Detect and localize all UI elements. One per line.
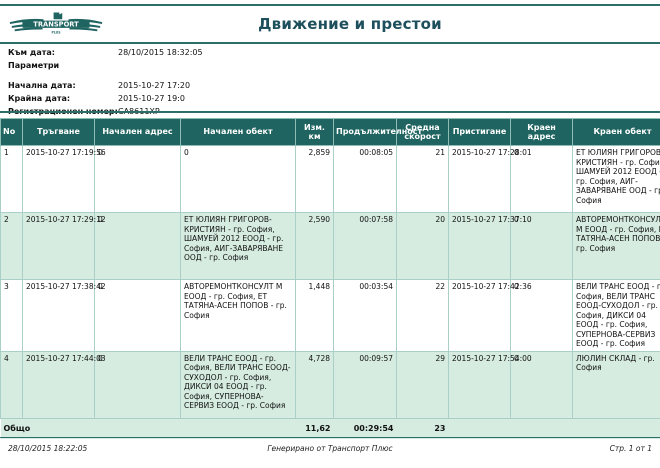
cell-end-object: ВЕЛИ ТРАНС ЕООД - гр. София, ВЕЛИ ТРАНС … xyxy=(572,279,660,352)
cell-duration: 00:03:54 xyxy=(333,279,397,352)
cell-duration: 00:07:58 xyxy=(333,212,397,280)
cell-start-address: 0 xyxy=(94,279,181,352)
footer-generated-by: Генерирано от Транспорт Плюс xyxy=(267,444,393,453)
col-header-duration: Продължителност xyxy=(333,118,422,146)
report-table-container: No Тръгване Начален адрес Начален обект … xyxy=(0,118,660,439)
parameters-divider xyxy=(0,111,660,113)
header-divider xyxy=(0,42,660,44)
cell-departure: 2015-10-27 17:44:03 xyxy=(22,350,106,419)
total-duration: 00:29:54 xyxy=(333,417,397,439)
cell-duration: 00:08:05 xyxy=(333,145,397,213)
logo-sub-text: PLUS xyxy=(52,31,62,35)
table-row: 2 2015-10-27 17:29:12 0 ЕТ ЮЛИЯН ГРИГОРО… xyxy=(0,212,660,280)
total-spacer-end-address xyxy=(510,417,573,439)
cell-avg-speed: 21 xyxy=(396,145,449,213)
transport-plus-logo: TRANSPORT PLUS xyxy=(8,11,104,39)
param-start-date-value: 2015-10-27 17:20 xyxy=(118,81,191,90)
cell-km: 1,448 xyxy=(295,279,334,352)
table-body: 1 2015-10-27 17:19:56 0 0 2,859 00:08:05… xyxy=(0,145,660,439)
param-start-date-label: Начална дата: xyxy=(8,81,76,90)
table-row: 1 2015-10-27 17:19:56 0 0 2,859 00:08:05… xyxy=(0,145,660,213)
param-end-date-value: 2015-10-27 19:0 xyxy=(118,94,185,103)
cell-start-object: ВЕЛИ ТРАНС ЕООД - гр. София, ВЕЛИ ТРАНС … xyxy=(180,350,296,419)
cell-no: 2 xyxy=(0,212,23,280)
cell-end-address: 0 xyxy=(510,350,573,419)
table-header-row: No Тръгване Начален адрес Начален обект … xyxy=(0,118,660,146)
footer-page-number: Стр. 1 от 1 xyxy=(609,444,652,453)
parameters-heading: Параметри xyxy=(8,61,60,70)
movement-and-stops-table: No Тръгване Начален адрес Начален обект … xyxy=(0,118,660,439)
col-header-no: No xyxy=(0,118,23,146)
cell-arrival: 2015-10-27 17:42:36 xyxy=(448,279,532,352)
cell-km: 2,859 xyxy=(295,145,334,213)
table-row: 4 2015-10-27 17:44:03 0 ВЕЛИ ТРАНС ЕООД … xyxy=(0,350,660,419)
footer-divider xyxy=(0,437,660,438)
cell-departure: 2015-10-27 17:19:56 xyxy=(22,145,106,213)
cell-start-address: 0 xyxy=(94,212,181,280)
total-spacer-start-object xyxy=(180,417,296,439)
cell-km: 2,590 xyxy=(295,212,334,280)
col-header-arrival: Пристигане xyxy=(448,118,511,146)
cell-end-object: АВТОРЕМОНТКОНСУЛТ М ЕООД - гр. София, ЕТ… xyxy=(572,212,660,280)
cell-start-object: 0 xyxy=(180,145,296,213)
col-header-start-object: Начален обект xyxy=(180,118,296,146)
cell-arrival: 2015-10-27 17:54:00 xyxy=(448,350,532,419)
cell-start-object: АВТОРЕМОНТКОНСУЛТ М ЕООД - гр. София, ЕТ… xyxy=(180,279,296,352)
cell-departure: 2015-10-27 17:38:42 xyxy=(22,279,106,352)
total-avg-speed: 23 xyxy=(396,417,449,439)
cell-km: 4,728 xyxy=(295,350,334,419)
logo-wings-icon: TRANSPORT PLUS xyxy=(9,12,103,35)
as-of-date-label: Към дата: xyxy=(8,48,55,57)
param-start-date-row: Начална дата: 2015-10-27 17:20 xyxy=(0,79,660,92)
param-end-date-row: Крайна дата: 2015-10-27 19:0 xyxy=(0,92,660,105)
top-divider xyxy=(0,4,660,6)
param-end-date-label: Крайна дата: xyxy=(8,94,71,103)
col-header-end-address: Краен адрес xyxy=(510,118,573,146)
footer-timestamp: 28/10/2015 18:22:05 xyxy=(8,444,88,453)
table-total-row: Общо 11,62 00:29:54 23 15:46:06 xyxy=(0,417,660,439)
cell-arrival: 2015-10-27 17:28:01 xyxy=(448,145,532,213)
col-header-departure: Тръгване xyxy=(22,118,95,146)
cell-arrival: 2015-10-27 17:37:10 xyxy=(448,212,532,280)
cell-duration: 00:09:57 xyxy=(333,350,397,419)
cell-no: 3 xyxy=(0,279,23,352)
total-spacer-arrival xyxy=(448,417,511,439)
col-header-start-address: Начален адрес xyxy=(94,118,181,146)
cell-end-object: ЛЮЛИН СКЛАД - гр. София xyxy=(572,350,660,419)
logo-main-text: TRANSPORT xyxy=(33,20,79,28)
total-spacer-end-object xyxy=(572,417,660,439)
cell-end-address: 0 xyxy=(510,145,573,213)
report-footer: 28/10/2015 18:22:05 Генерирано от Трансп… xyxy=(0,441,660,457)
as-of-date-row: Към дата: 28/10/2015 18:32:05 xyxy=(0,46,660,59)
report-header: TRANSPORT PLUS Движение и престои xyxy=(0,6,660,44)
parameters-block: Към дата: 28/10/2015 18:32:05 Параметри … xyxy=(0,46,660,118)
col-header-avg-speed: Средна скорост xyxy=(396,118,449,146)
cell-no: 1 xyxy=(0,145,23,213)
total-km: 11,62 xyxy=(295,417,334,439)
cell-start-address: 0 xyxy=(94,145,181,213)
total-spacer-start-address xyxy=(94,417,181,439)
col-header-end-object: Краен обект xyxy=(572,118,660,146)
as-of-date-value: 28/10/2015 18:32:05 xyxy=(118,48,203,57)
cell-avg-speed: 29 xyxy=(396,350,449,419)
cell-avg-speed: 22 xyxy=(396,279,449,352)
parameters-heading-row: Параметри xyxy=(0,59,660,72)
col-header-km: Изм. км xyxy=(295,118,334,146)
cell-no: 4 xyxy=(0,350,23,419)
cell-avg-speed: 20 xyxy=(396,212,449,280)
cell-start-object: ЕТ ЮЛИЯН ГРИГОРОВ-КРИСТИЯН - гр. София, … xyxy=(180,212,296,280)
table-row: 3 2015-10-27 17:38:42 0 АВТОРЕМОНТКОНСУЛ… xyxy=(0,279,660,352)
cell-start-address: 0 xyxy=(94,350,181,419)
total-label: Общо xyxy=(0,417,95,439)
page-title: Движение и престои xyxy=(258,15,442,33)
cell-departure: 2015-10-27 17:29:12 xyxy=(22,212,106,280)
parameters-spacer xyxy=(0,72,660,79)
cell-end-object: ЕТ ЮЛИЯН ГРИГОРОВ-КРИСТИЯН - гр. София, … xyxy=(572,145,660,213)
